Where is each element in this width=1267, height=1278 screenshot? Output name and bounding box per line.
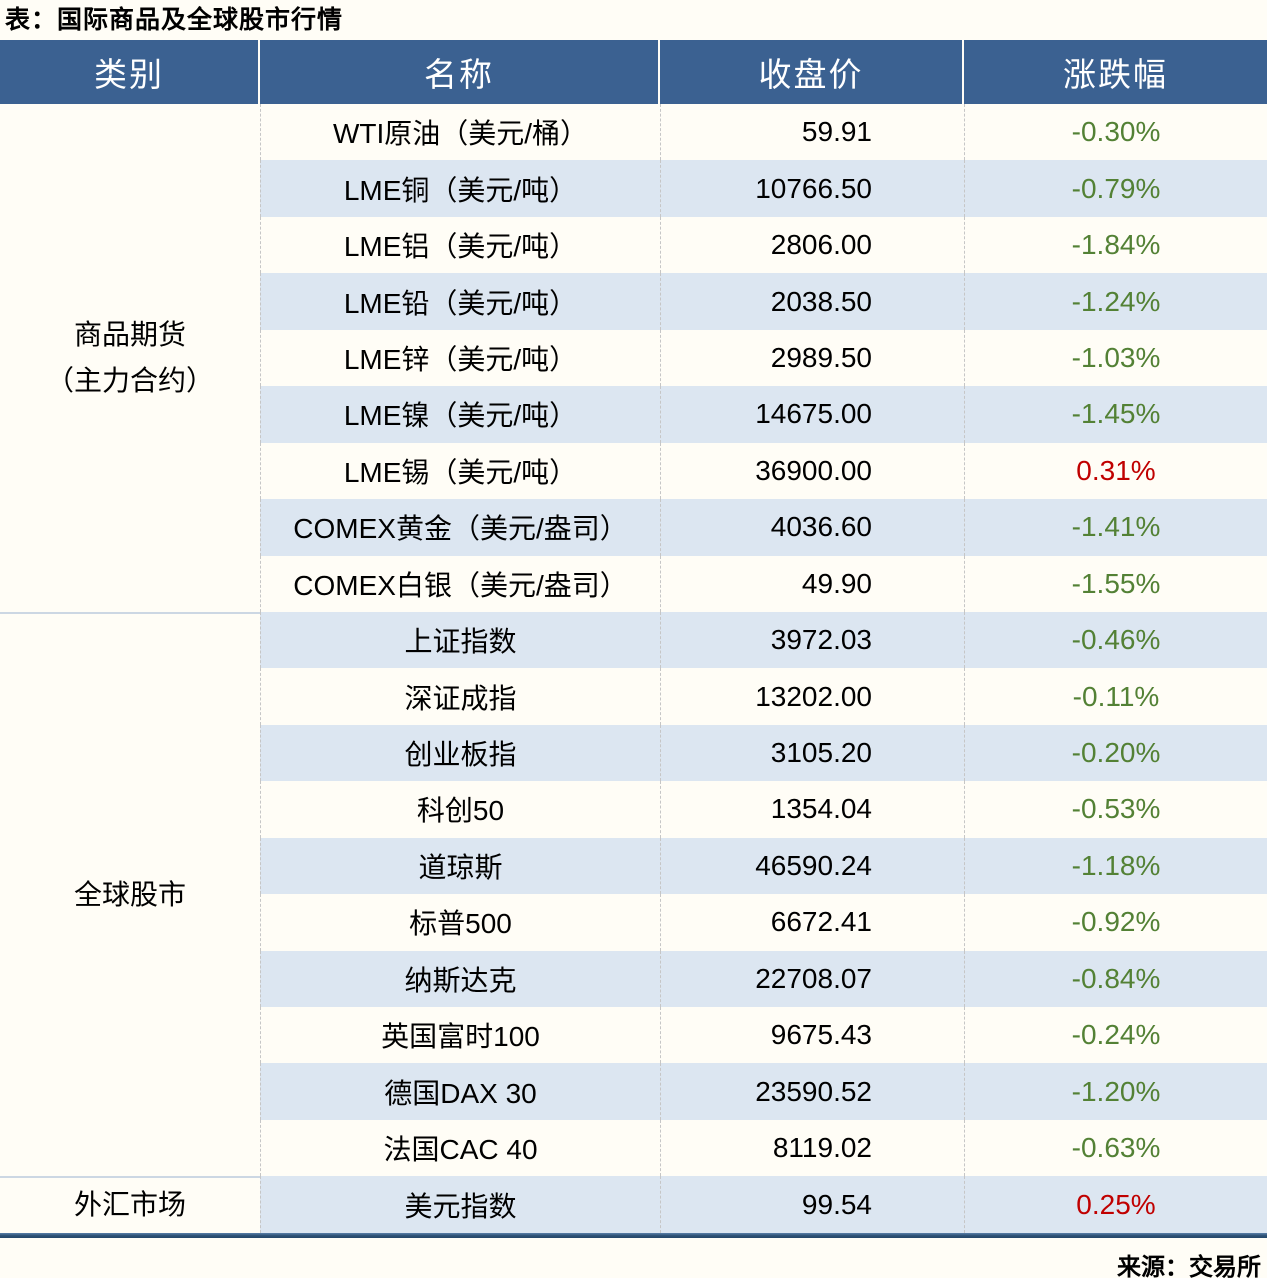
change-cell: -1.18%: [964, 837, 1267, 895]
close-cell: 99.54: [660, 1176, 964, 1233]
name-cell: LME铝（美元/吨）: [260, 216, 660, 274]
close-cell: 1354.04: [660, 781, 964, 838]
header-cell-category: 类别: [0, 40, 260, 104]
name-cell: COMEX黄金（美元/盎司）: [260, 499, 660, 556]
source-label: 来源：交易所: [1117, 1253, 1261, 1278]
table-body: 商品期货 （主力合约） WTI原油（美元/桶） 59.91 -0.30% LME铜（美元/…: [0, 104, 1267, 1233]
close-cell: 23590.52: [660, 1063, 964, 1120]
close-cell: 2989.50: [660, 329, 964, 387]
change-cell: -0.30%: [964, 104, 1267, 161]
name-cell: LME锌（美元/吨）: [260, 329, 660, 387]
header-cell-name: 名称: [260, 40, 660, 104]
change-cell: -1.45%: [964, 386, 1267, 443]
change-cell: 0.31%: [964, 442, 1267, 500]
change-cell: -0.79%: [964, 160, 1267, 217]
category-line: （主力合约）: [45, 364, 214, 396]
close-cell: 2806.00: [660, 216, 964, 274]
category-cell: 外汇市场: [0, 1176, 260, 1232]
change-cell: -0.20%: [964, 724, 1267, 782]
category-line: 全球股市: [73, 879, 186, 911]
change-cell: -0.24%: [964, 1007, 1267, 1064]
close-cell: 49.90: [660, 555, 964, 612]
close-cell: 14675.00: [660, 386, 964, 443]
name-cell: 标普500: [260, 894, 660, 951]
close-cell: 13202.00: [660, 668, 964, 725]
change-cell: -1.55%: [964, 555, 1267, 612]
category-line: 商品期货: [73, 318, 186, 350]
change-cell: -0.63%: [964, 1119, 1267, 1177]
change-cell: -0.92%: [964, 894, 1267, 951]
close-cell: 22708.07: [660, 950, 964, 1007]
close-cell: 6672.41: [660, 894, 964, 951]
table-title: 表：国际商品及全球股市行情: [5, 6, 344, 34]
close-cell: 59.91: [660, 104, 964, 161]
name-cell: 德国DAX 30: [260, 1063, 660, 1120]
table-bottom-border: [0, 1232, 1267, 1238]
category-cell: 全球股市: [0, 611, 260, 1176]
name-cell: COMEX白银（美元/盎司）: [260, 555, 660, 612]
close-cell: 10766.50: [660, 160, 964, 217]
name-cell: 美元指数: [260, 1176, 660, 1233]
close-cell: 8119.02: [660, 1119, 964, 1177]
name-cell: 法国CAC 40: [260, 1119, 660, 1177]
table-header-row: 类别 名称 收盘价 涨跌幅: [0, 40, 1267, 104]
close-cell: 9675.43: [660, 1007, 964, 1064]
close-cell: 36900.00: [660, 442, 964, 500]
name-cell: LME铜（美元/吨）: [260, 160, 660, 217]
change-cell: 0.25%: [964, 1176, 1267, 1233]
change-cell: -1.03%: [964, 329, 1267, 387]
close-cell: 4036.60: [660, 499, 964, 556]
name-cell: 上证指数: [260, 611, 660, 669]
change-cell: -0.84%: [964, 950, 1267, 1007]
name-cell: 深证成指: [260, 668, 660, 725]
change-cell: -1.24%: [964, 273, 1267, 330]
category-line: 外汇市场: [73, 1189, 186, 1221]
close-cell: 2038.50: [660, 273, 964, 330]
name-cell: LME镍（美元/吨）: [260, 386, 660, 443]
category-cell: 商品期货 （主力合约）: [0, 104, 260, 612]
name-cell: 创业板指: [260, 724, 660, 782]
close-cell: 3105.20: [660, 724, 964, 782]
name-cell: 科创50: [260, 781, 660, 838]
name-cell: 英国富时100: [260, 1007, 660, 1064]
name-cell: 道琼斯: [260, 837, 660, 895]
name-cell: LME铅（美元/吨）: [260, 273, 660, 330]
change-cell: -0.11%: [964, 668, 1267, 725]
name-cell: 纳斯达克: [260, 950, 660, 1007]
change-cell: -1.84%: [964, 216, 1267, 274]
change-cell: -1.41%: [964, 499, 1267, 556]
name-cell: WTI原油（美元/桶）: [260, 104, 660, 161]
close-cell: 46590.24: [660, 837, 964, 895]
header-cell-change: 涨跌幅: [1063, 58, 1168, 94]
change-cell: -1.20%: [964, 1063, 1267, 1120]
change-cell: -0.46%: [964, 611, 1267, 669]
close-cell: 3972.03: [660, 611, 964, 669]
header-cell-close: 收盘价: [660, 40, 964, 104]
name-cell: LME锡（美元/吨）: [260, 442, 660, 500]
change-cell: -0.53%: [964, 781, 1267, 838]
